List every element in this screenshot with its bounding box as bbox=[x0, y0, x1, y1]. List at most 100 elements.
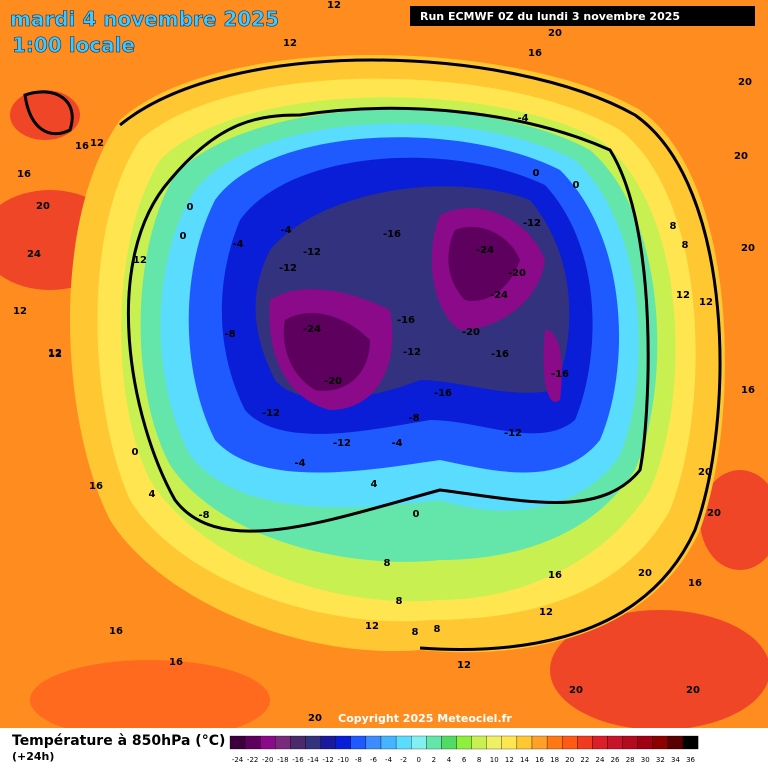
colorbar: -24 -22 -20 -18 -16 -14 -12 -10 -8 -6 -4 -2 0 2 4 6 8 10 1… bbox=[229, 735, 699, 764]
colorbar-cell bbox=[441, 735, 457, 750]
contour-label: 16 bbox=[528, 48, 542, 59]
colorbar-label: 16 bbox=[535, 756, 544, 764]
contour-label: 0 bbox=[132, 447, 139, 458]
colorbar-label: 14 bbox=[520, 756, 529, 764]
contour-label: -12 bbox=[403, 347, 421, 358]
footer-lead: (+24h) bbox=[12, 750, 54, 763]
contour-label: 0 bbox=[573, 180, 580, 191]
contour-label: -20 bbox=[508, 268, 526, 279]
contour-label: -4 bbox=[280, 225, 291, 236]
colorbar-label: 32 bbox=[656, 756, 665, 764]
colorbar-cell bbox=[290, 735, 306, 750]
colorbar-label: 12 bbox=[505, 756, 514, 764]
colorbar-label: -22 bbox=[247, 756, 258, 764]
contour-label: 8 bbox=[384, 558, 391, 569]
contour-label: -24 bbox=[303, 324, 321, 335]
colorbar-label: 36 bbox=[686, 756, 695, 764]
contour-label: -12 bbox=[303, 247, 321, 258]
colorbar-label: -16 bbox=[292, 756, 304, 764]
contour-label: -12 bbox=[333, 438, 351, 449]
contour-label: -16 bbox=[551, 369, 569, 380]
colorbar-label: 24 bbox=[595, 756, 604, 764]
contour-label: -4 bbox=[517, 113, 528, 124]
colorbar-cell bbox=[471, 735, 487, 750]
contour-label: 20 bbox=[738, 77, 752, 88]
contour-label: -20 bbox=[324, 376, 342, 387]
contour-label: 20 bbox=[569, 685, 583, 696]
colorbar-cell bbox=[607, 735, 623, 750]
contour-label: 4 bbox=[371, 479, 378, 490]
contour-label: 0 bbox=[413, 509, 420, 520]
contour-label: 12 bbox=[676, 290, 690, 301]
colorbar-label: -18 bbox=[277, 756, 288, 764]
colorbar-cell bbox=[229, 735, 246, 750]
colorbar-cell bbox=[244, 735, 261, 750]
contour-label: 8 bbox=[396, 596, 403, 607]
colorbar-cell bbox=[365, 735, 382, 750]
contour-label: -12 bbox=[262, 408, 280, 419]
colorbar-cell bbox=[592, 735, 608, 750]
colorbar-label: 0 bbox=[417, 756, 421, 764]
contour-label: 12 bbox=[90, 138, 104, 149]
contour-label: 8 bbox=[434, 624, 441, 635]
contour-label: 20 bbox=[548, 28, 562, 39]
copyright: Copyright 2025 Meteociel.fr bbox=[338, 712, 512, 725]
contour-label: -4 bbox=[294, 458, 305, 469]
colorbar-cell bbox=[380, 735, 397, 750]
colorbar-cell bbox=[622, 735, 638, 750]
contour-label: -12 bbox=[279, 263, 297, 274]
contour-label: 12 bbox=[457, 660, 471, 671]
contour-label: 16 bbox=[548, 570, 562, 581]
run-box bbox=[410, 6, 755, 26]
colorbar-label: 18 bbox=[550, 756, 559, 764]
map-field bbox=[0, 0, 768, 740]
contour-label: 12 bbox=[327, 0, 341, 11]
contour-label: 12 bbox=[699, 297, 713, 308]
contour-label: -8 bbox=[408, 413, 419, 424]
footer-title: Température à 850hPa (°C) bbox=[12, 733, 225, 749]
contour-label: 8 bbox=[682, 240, 689, 251]
colorbar-label: 28 bbox=[626, 756, 635, 764]
contour-label: 20 bbox=[686, 685, 700, 696]
contour-label: -16 bbox=[491, 349, 509, 360]
contour-label: 20 bbox=[741, 243, 755, 254]
contour-label: 4 bbox=[149, 489, 156, 500]
contour-label: 12 bbox=[539, 607, 553, 618]
colorbar-cell bbox=[486, 735, 502, 750]
date: mardi 4 novembre 2025 bbox=[10, 7, 279, 31]
contour-label: 12 bbox=[365, 621, 379, 632]
contour-label: 20 bbox=[638, 568, 652, 579]
colorbar-label: -20 bbox=[262, 756, 273, 764]
contour-label: -8 bbox=[198, 510, 209, 521]
contour-label: -20 bbox=[462, 327, 480, 338]
colorbar-cell bbox=[562, 735, 578, 750]
contour-label: -12 bbox=[523, 218, 541, 229]
colorbar-cell bbox=[320, 735, 336, 750]
colorbar-label: 26 bbox=[611, 756, 620, 764]
time: 1:00 locale bbox=[12, 33, 135, 57]
contour-label: -8 bbox=[224, 329, 235, 340]
colorbar-cell bbox=[411, 735, 427, 750]
colorbar-cell bbox=[667, 735, 684, 750]
colorbar-cell bbox=[652, 735, 669, 750]
contour-label: 12 bbox=[283, 38, 297, 49]
colorbar-label: 8 bbox=[477, 756, 481, 764]
contour-label: 16 bbox=[688, 578, 702, 589]
contour-label: 20 bbox=[308, 713, 322, 724]
colorbar-label: -14 bbox=[307, 756, 319, 764]
colorbar-label: 2 bbox=[432, 756, 436, 764]
colorbar-cell bbox=[546, 735, 563, 750]
colorbar-cell bbox=[335, 735, 351, 750]
contour-label: 12 bbox=[13, 306, 27, 317]
colorbar-label: -2 bbox=[400, 756, 407, 764]
contour-label: 20 bbox=[36, 201, 50, 212]
contour-label: -12 bbox=[504, 428, 522, 439]
contour-label: -24 bbox=[476, 245, 494, 256]
contour-label: 0 bbox=[533, 168, 540, 179]
colorbar-label: 4 bbox=[447, 756, 452, 764]
contour-label: 16 bbox=[17, 169, 31, 180]
contour-label: 16 bbox=[741, 385, 755, 396]
contour-label: 16 bbox=[75, 141, 89, 152]
